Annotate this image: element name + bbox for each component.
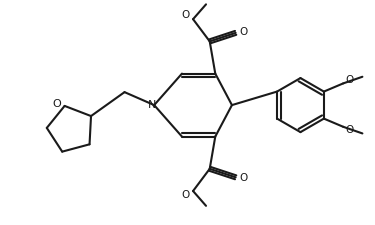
- Text: O: O: [346, 75, 354, 86]
- Text: N: N: [148, 100, 156, 110]
- Text: O: O: [346, 125, 354, 135]
- Text: O: O: [239, 27, 247, 37]
- Text: O: O: [182, 191, 190, 200]
- Text: O: O: [182, 10, 190, 20]
- Text: O: O: [53, 99, 62, 109]
- Text: O: O: [239, 173, 247, 183]
